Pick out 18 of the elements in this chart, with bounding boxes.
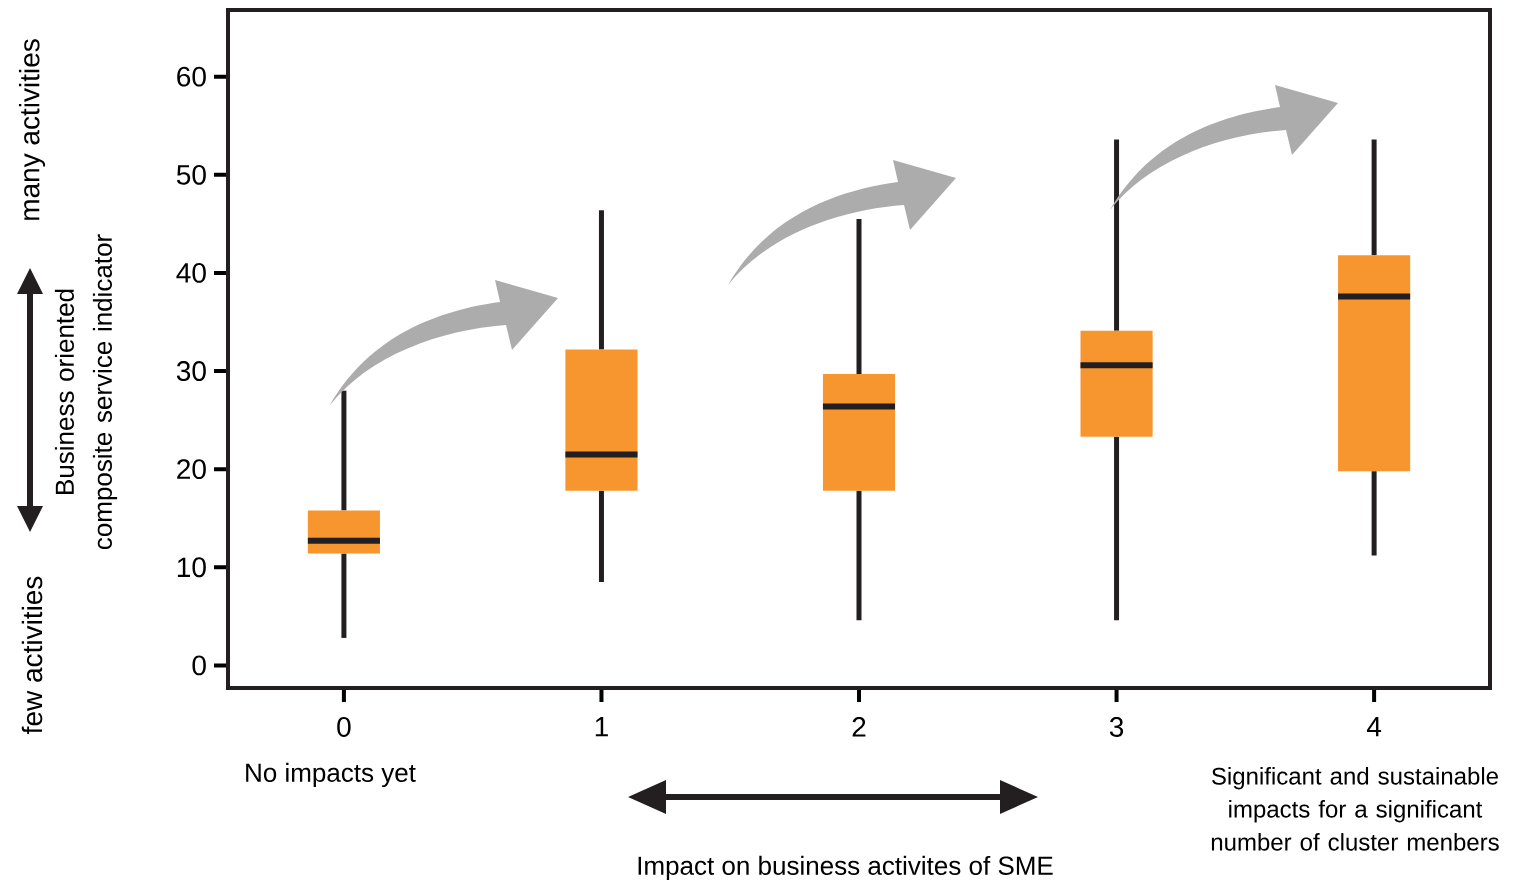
text: No impacts yet — [246, 762, 416, 788]
text: Significant and sustainable impacts for a significant number of cluster menbers — [1211, 767, 1499, 851]
x-tick-label: 1 — [595, 717, 608, 737]
y-tick-label: 10 — [177, 557, 206, 578]
y-tick-label: 30 — [176, 361, 206, 381]
x-axis-title: Impact on business activites of SME — [638, 855, 1053, 881]
y-tick-label: 60 — [177, 66, 206, 87]
x-tick-label: 4 — [1366, 717, 1382, 737]
text: many activities — [18, 39, 46, 220]
y-tick-label: 20 — [177, 459, 206, 480]
x-tick-label: 0 — [337, 717, 351, 737]
y-tick-label: 50 — [176, 164, 206, 185]
y-tick-label: 0 — [192, 655, 206, 676]
y-axis-title: Business oriented composite service indicator — [54, 234, 118, 550]
x-tick-label: 2 — [852, 717, 866, 737]
y-tick-label: 40 — [176, 263, 206, 283]
text: few activities — [21, 576, 43, 734]
x-tick-label: 3 — [1109, 717, 1124, 737]
